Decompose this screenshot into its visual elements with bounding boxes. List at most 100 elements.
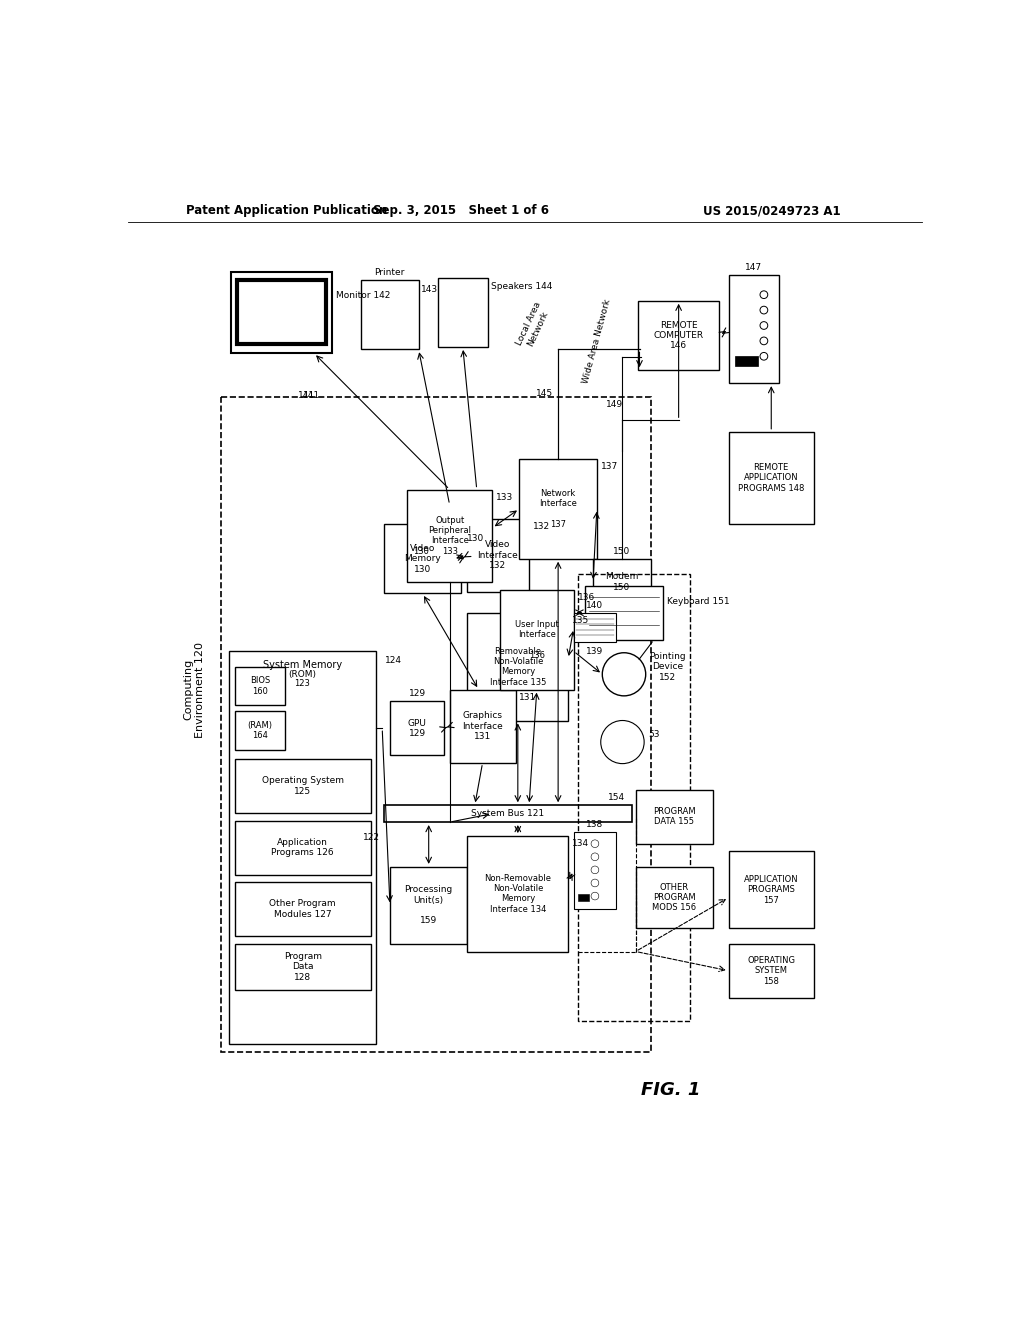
Text: REMOTE
COMPUTER
146: REMOTE COMPUTER 146 (653, 321, 703, 350)
Text: OTHER
PROGRAM
MODS 156: OTHER PROGRAM MODS 156 (652, 883, 696, 912)
Text: Other Program
Modules 127: Other Program Modules 127 (269, 899, 336, 919)
Text: Computing
Environment 120: Computing Environment 120 (183, 642, 206, 738)
Text: 130: 130 (413, 546, 429, 556)
Bar (228, 651, 376, 1044)
Bar (638, 301, 719, 370)
Text: Local Area
Network: Local Area Network (515, 301, 552, 351)
Text: FIG. 1: FIG. 1 (641, 1081, 700, 1100)
Text: GPU
129: GPU 129 (408, 718, 427, 738)
Text: 130: 130 (467, 533, 484, 543)
Text: APPLICATION
PROGRAMS
157: APPLICATION PROGRAMS 157 (744, 875, 799, 904)
Text: Operating System
125: Operating System 125 (262, 776, 344, 796)
Text: 145: 145 (536, 389, 553, 397)
Bar (234, 882, 371, 936)
Bar (384, 524, 461, 594)
Text: 139: 139 (587, 647, 603, 656)
Text: Graphics
Interface
131: Graphics Interface 131 (462, 711, 503, 741)
Bar (593, 558, 651, 605)
Text: Keyboard 151: Keyboard 151 (667, 597, 729, 606)
Text: 133: 133 (496, 492, 513, 502)
Text: 140: 140 (587, 601, 603, 610)
Text: 132: 132 (532, 521, 550, 531)
Text: BIOS
160: BIOS 160 (250, 676, 270, 696)
Text: 143: 143 (421, 285, 438, 294)
Bar (500, 590, 573, 689)
Text: 147: 147 (745, 263, 763, 272)
Bar (729, 276, 779, 383)
Bar (231, 272, 332, 354)
Bar (729, 851, 814, 928)
Bar (467, 519, 528, 591)
Text: 149: 149 (606, 400, 624, 409)
Bar (573, 832, 616, 909)
Text: PROGRAM
DATA 155: PROGRAM DATA 155 (653, 807, 695, 826)
Bar (360, 280, 419, 350)
Bar (519, 459, 597, 558)
Text: 141: 141 (303, 391, 321, 400)
Text: 136: 136 (578, 593, 595, 602)
Text: 137: 137 (601, 462, 618, 471)
Text: Network
Interface

137: Network Interface 137 (540, 488, 578, 529)
Bar (467, 836, 568, 952)
Bar (578, 574, 690, 1020)
Bar (735, 356, 758, 366)
Text: Video
Interface
132: Video Interface 132 (477, 540, 518, 570)
Text: 134: 134 (572, 840, 589, 849)
Bar (238, 280, 326, 345)
Bar (467, 612, 568, 721)
Bar (438, 277, 488, 347)
Bar (450, 689, 515, 763)
Text: 135: 135 (572, 616, 590, 624)
Text: Output
Peripheral
Interface
133: Output Peripheral Interface 133 (428, 516, 471, 556)
Bar (636, 867, 713, 928)
Text: 150: 150 (613, 546, 631, 556)
Text: (ROM): (ROM) (289, 669, 316, 678)
Bar (221, 397, 651, 1052)
Text: 141: 141 (298, 391, 314, 400)
Text: Processing
Unit(s)

159: Processing Unit(s) 159 (404, 886, 453, 925)
Text: Program
Data
128: Program Data 128 (284, 952, 322, 982)
Text: (RAM)
164: (RAM) 164 (248, 721, 272, 741)
Bar (729, 432, 814, 524)
Bar (729, 944, 814, 998)
Bar (407, 490, 493, 582)
Text: Non-Removable
Non-Volatile
Memory
Interface 134: Non-Removable Non-Volatile Memory Interf… (484, 874, 551, 913)
Text: System Memory: System Memory (263, 660, 342, 671)
Text: REMOTE
APPLICATION
PROGRAMS 148: REMOTE APPLICATION PROGRAMS 148 (738, 463, 805, 492)
Text: Printer: Printer (375, 268, 404, 277)
Bar (390, 867, 467, 944)
Bar (234, 821, 371, 874)
Bar (573, 612, 616, 642)
Text: Wide Area Network: Wide Area Network (582, 298, 612, 385)
Bar (390, 701, 444, 755)
Text: 154: 154 (607, 793, 625, 803)
Text: OPERATING
SYSTEM
158: OPERATING SYSTEM 158 (748, 956, 796, 986)
Bar (636, 789, 713, 843)
Text: User Input
Interface

136: User Input Interface 136 (515, 619, 559, 660)
Bar (234, 759, 371, 813)
Text: Pointing
Device
152: Pointing Device 152 (649, 652, 686, 681)
Text: Monitor 142: Monitor 142 (336, 290, 390, 300)
Text: 131: 131 (519, 693, 537, 702)
Text: Removable
Non-Volatile
Memory
Interface 135: Removable Non-Volatile Memory Interface … (489, 647, 546, 686)
Text: Sep. 3, 2015   Sheet 1 of 6: Sep. 3, 2015 Sheet 1 of 6 (374, 205, 549, 218)
Bar (384, 805, 632, 822)
Bar (586, 586, 663, 640)
Bar (234, 667, 286, 705)
Text: Video
Memory
130: Video Memory 130 (404, 544, 441, 574)
Text: 138: 138 (587, 820, 603, 829)
Text: Modem
150: Modem 150 (605, 572, 639, 591)
Text: Application
Programs 126: Application Programs 126 (271, 838, 334, 857)
Text: System Bus 121: System Bus 121 (471, 809, 545, 818)
Bar (234, 944, 371, 990)
Text: 124: 124 (385, 656, 402, 665)
Text: Speakers 144: Speakers 144 (490, 282, 552, 292)
Text: 123: 123 (295, 678, 310, 688)
Text: US 2015/0249723 A1: US 2015/0249723 A1 (703, 205, 841, 218)
Bar (578, 894, 589, 902)
Text: Patent Application Publication: Patent Application Publication (186, 205, 387, 218)
Text: 122: 122 (362, 833, 380, 842)
Text: 53: 53 (648, 730, 659, 739)
Bar (234, 711, 286, 750)
Text: 129: 129 (409, 689, 426, 698)
